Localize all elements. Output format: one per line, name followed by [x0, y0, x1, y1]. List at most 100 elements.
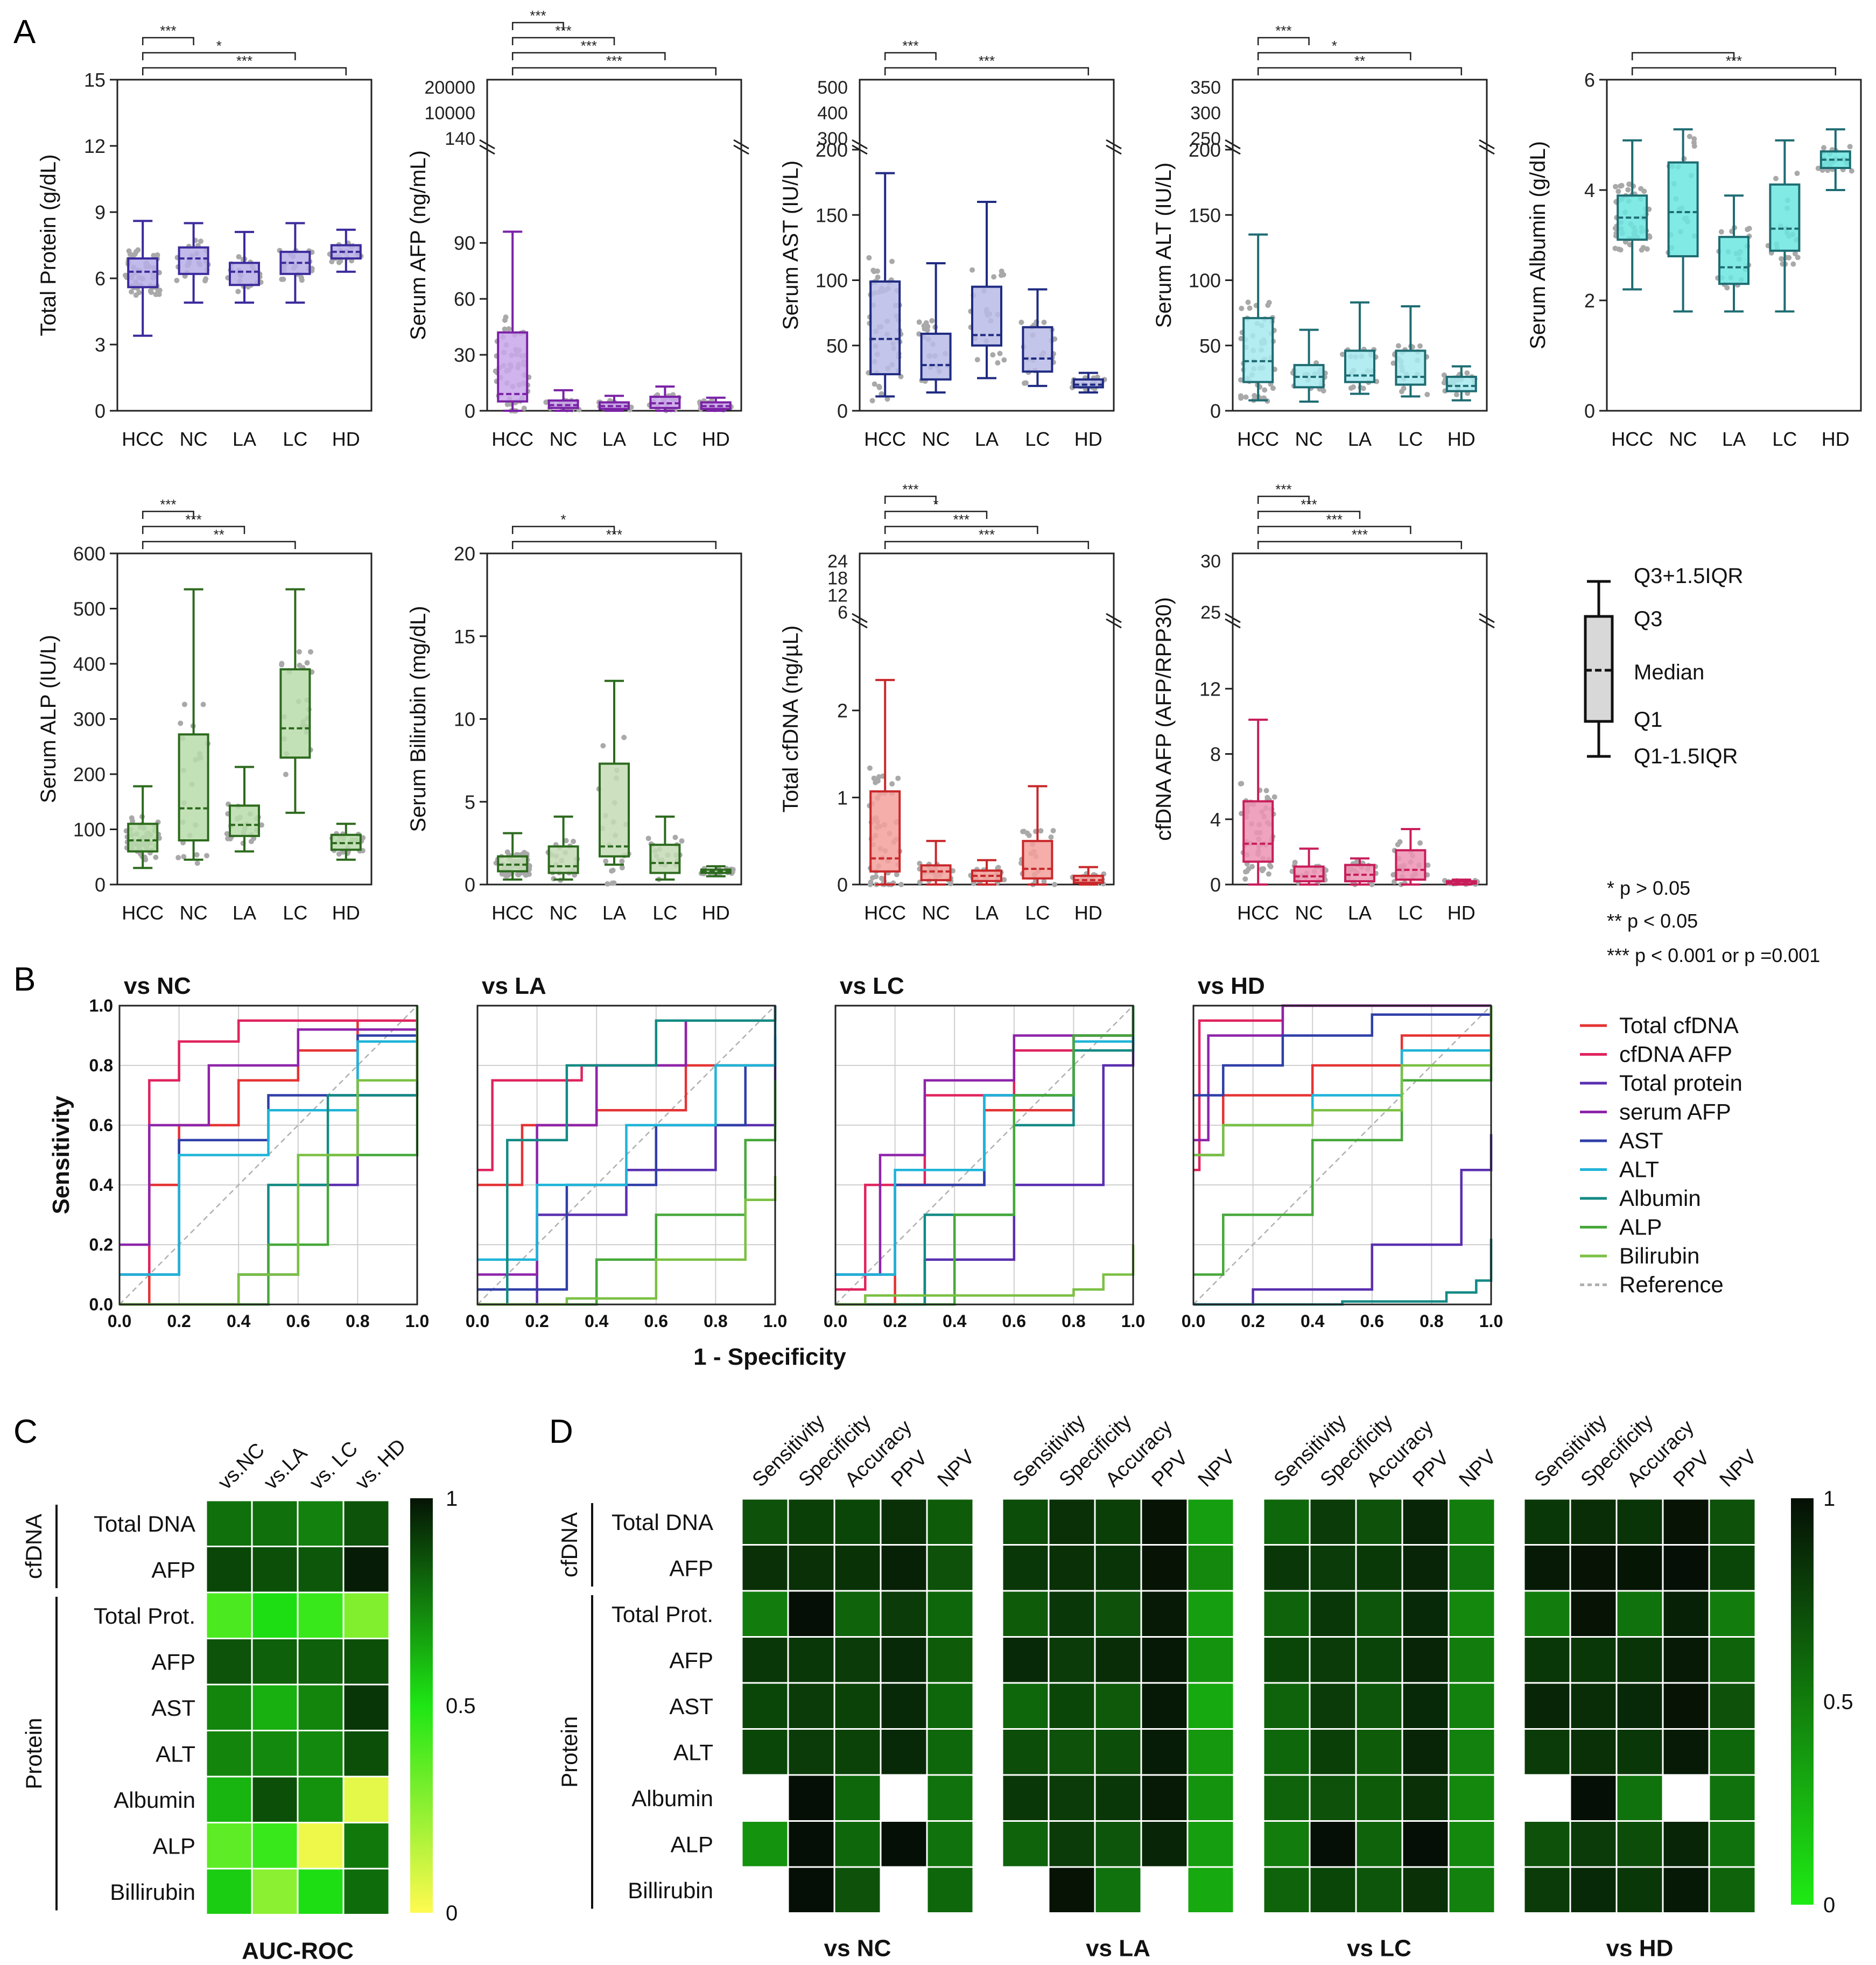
heatmap-cell: [1355, 1682, 1403, 1730]
data-point: [1270, 385, 1276, 391]
data-point: [1022, 380, 1028, 386]
colorbar: [1791, 1498, 1814, 1905]
legend-label: serum AFP: [1619, 1099, 1731, 1125]
colorbar-label: 1: [446, 1487, 458, 1511]
heatmap-cell: [205, 1591, 253, 1639]
heatmap-cell: [1448, 1636, 1496, 1684]
x-tick-label: LC: [1398, 428, 1423, 450]
heatmap-cell: [741, 1636, 789, 1684]
legend-label: Q3+1.5IQR: [1634, 564, 1743, 588]
heatmap-cell: [926, 1682, 974, 1730]
y-axis-label: Total Protein (g/dL): [37, 155, 60, 336]
data-point: [879, 391, 884, 397]
axis-break: [1225, 139, 1241, 150]
data-point: [1001, 357, 1007, 363]
heatmap-cell: [1523, 1498, 1571, 1546]
boxplot-alp: 0 100 200 300 400 500 600 Serum ALP (IU/L) HCC NC…: [37, 496, 373, 924]
y-axis-label: Serum AST (IU/L): [779, 160, 803, 330]
heatmap-cell: [342, 1822, 390, 1870]
roc-legend: Total cfDNA cfDNA AFP Total protein serum A…: [1580, 1013, 1742, 1297]
block-title: vs HD: [1606, 1935, 1674, 1962]
heatmap-cell: [926, 1544, 974, 1592]
heatmap-cell: [741, 1590, 789, 1638]
heatmap-cell: [1569, 1728, 1618, 1776]
y-tick-label: 600: [73, 543, 106, 565]
data-point: [876, 383, 882, 389]
significance-label: ***: [581, 38, 597, 54]
column-label: NPV: [1194, 1445, 1240, 1491]
box-LC: [1022, 326, 1053, 373]
heatmap-cell: [1309, 1682, 1357, 1730]
heatmap-cell: [741, 1544, 789, 1592]
data-point: [1618, 247, 1624, 253]
y-tick-label: 300: [1190, 103, 1221, 124]
column-label: vs.LA: [259, 1442, 312, 1494]
x-tick-label: 0.6: [1360, 1311, 1384, 1331]
heatmap-cell: [926, 1636, 974, 1684]
x-tick-label: HD: [1822, 428, 1850, 450]
heatmap-cell: [1001, 1636, 1050, 1684]
data-point: [258, 822, 264, 828]
row-label: AFP: [669, 1647, 713, 1673]
heatmap-cell: [787, 1544, 835, 1592]
x-tick-label: 1.0: [763, 1311, 787, 1331]
data-point: [1687, 134, 1692, 139]
y-tick-label: 50: [826, 335, 848, 357]
plot-frame: [476, 1005, 776, 1306]
data-point: [1425, 862, 1431, 868]
significance-label: ***: [979, 527, 995, 543]
heatmap-cell: [342, 1868, 390, 1915]
box-LA: [1344, 864, 1375, 882]
heatmap-cell: [1569, 1590, 1618, 1638]
data-point: [1395, 841, 1401, 847]
heatmap-cell: [205, 1775, 253, 1823]
data-point: [1245, 299, 1251, 305]
data-point: [236, 254, 242, 259]
box-HCC: [127, 823, 159, 853]
heatmap-cell: [1615, 1866, 1664, 1914]
heatmap-cell: [342, 1683, 390, 1731]
legend-label: ALP: [1619, 1215, 1662, 1240]
heatmap-cell: [787, 1682, 835, 1730]
x-tick-label: 1.0: [1479, 1311, 1503, 1331]
row-label: AST: [151, 1695, 195, 1721]
heatmap-cell: [1355, 1498, 1403, 1546]
data-point: [1718, 229, 1724, 235]
significance-label: ***: [1301, 496, 1317, 513]
x-tick-label: HCC: [864, 428, 906, 450]
x-tick-label: NC: [550, 428, 578, 450]
heatmap-cell: [741, 1820, 789, 1868]
heatmap-cell: [1309, 1544, 1357, 1592]
y-tick-label: 90: [454, 232, 475, 254]
heatmap-cell: [297, 1638, 345, 1686]
x-tick-label: HD: [1074, 902, 1102, 924]
x-tick-label: LA: [975, 902, 999, 924]
y-tick-label: 1: [837, 787, 848, 809]
heatmap-cell: [297, 1683, 345, 1731]
heatmap-cell: [787, 1866, 835, 1914]
roc-curve-serum-afp: [120, 1006, 419, 1246]
row-label: Billirubin: [628, 1878, 713, 1903]
roc-curve-alp: [835, 1006, 1135, 1306]
plot-frame: [859, 79, 1115, 412]
data-point: [645, 836, 651, 841]
y-tick-label: 8: [1210, 743, 1221, 766]
x-tick-label: 0.4: [1301, 1311, 1325, 1331]
heatmap-cell: [1708, 1774, 1756, 1822]
heatmap-cell: [342, 1591, 390, 1639]
heatmap-cell: [1186, 1682, 1235, 1730]
axis-break: [852, 139, 868, 150]
axis-break: [1225, 144, 1241, 155]
heatmap-cell: [1708, 1590, 1756, 1638]
heatmap-cell: [251, 1638, 299, 1686]
data-point: [1041, 879, 1047, 885]
x-tick-label: LA: [602, 428, 626, 450]
data-point: [894, 872, 900, 878]
x-tick-label: LC: [283, 902, 307, 924]
data-point: [1618, 183, 1624, 189]
box-HD: [1445, 375, 1477, 392]
